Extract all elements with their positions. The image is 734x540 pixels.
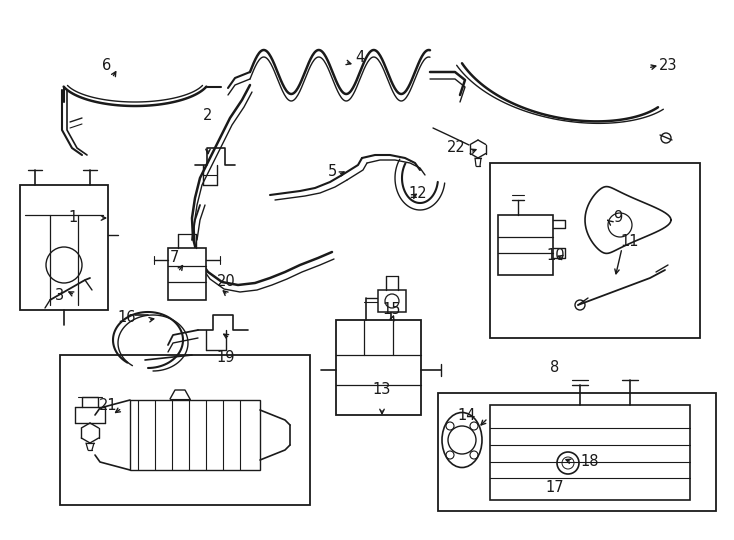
- Text: 2: 2: [203, 107, 213, 123]
- Bar: [498, 215, 553, 275]
- Bar: [336, 320, 421, 415]
- Text: 12: 12: [409, 186, 427, 200]
- Bar: [60, 355, 310, 505]
- Text: 20: 20: [217, 274, 236, 289]
- Text: 22: 22: [446, 140, 465, 156]
- Bar: [490, 163, 700, 338]
- Bar: [438, 393, 716, 511]
- Text: 18: 18: [581, 455, 599, 469]
- Text: 6: 6: [102, 57, 112, 72]
- Text: 14: 14: [458, 408, 476, 422]
- Text: 4: 4: [355, 51, 365, 65]
- Text: 7: 7: [170, 251, 178, 266]
- Text: 16: 16: [117, 310, 137, 326]
- Text: 8: 8: [550, 361, 559, 375]
- Bar: [378, 290, 406, 312]
- Bar: [168, 248, 206, 300]
- Ellipse shape: [442, 413, 482, 468]
- Text: 5: 5: [327, 165, 337, 179]
- Text: 23: 23: [658, 57, 677, 72]
- Text: 1: 1: [68, 211, 78, 226]
- Text: 10: 10: [547, 247, 565, 262]
- Text: 11: 11: [621, 234, 639, 249]
- Text: 13: 13: [373, 382, 391, 397]
- Text: 3: 3: [56, 287, 65, 302]
- Bar: [130, 400, 260, 470]
- Bar: [20, 185, 108, 310]
- Text: 15: 15: [382, 302, 401, 318]
- Text: 17: 17: [545, 481, 564, 496]
- Text: 21: 21: [98, 397, 117, 413]
- Text: 19: 19: [217, 350, 236, 366]
- Text: 9: 9: [614, 211, 622, 226]
- Bar: [490, 405, 690, 500]
